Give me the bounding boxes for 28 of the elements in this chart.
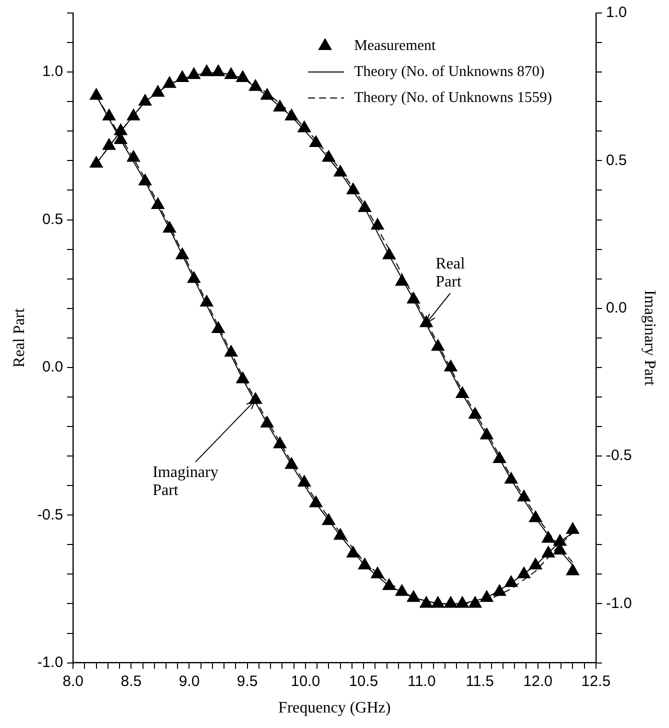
- y2-tick-label: 1.0: [606, 4, 627, 22]
- annotation: Imaginary Part: [152, 464, 218, 500]
- annotation: Real Part: [436, 255, 466, 290]
- y-tick-label: -0.5: [37, 506, 64, 524]
- y-tick-label: -1.0: [37, 654, 64, 671]
- x-tick-label: 12.0: [523, 672, 552, 690]
- y-tick-label: 1.0: [42, 63, 64, 80]
- y-tick-label: 0.5: [42, 210, 64, 228]
- x-tick-label: 8.0: [62, 672, 84, 690]
- legend-label: Measurement: [354, 38, 437, 54]
- y2-tick-label: -1.0: [606, 594, 632, 612]
- y2-tick-label: 0.0: [606, 300, 627, 317]
- y2-axis-title: Imaginary Part: [641, 290, 658, 386]
- x-tick-label: 12.5: [581, 672, 611, 690]
- x-tick-label: 8.5: [120, 672, 142, 690]
- x-tick-label: 9.0: [178, 672, 200, 690]
- y2-tick-label: -0.5: [606, 447, 632, 464]
- x-tick-label: 11.0: [408, 672, 436, 690]
- x-tick-label: 10.5: [348, 672, 378, 690]
- x-axis-title: Frequency (GHz): [278, 700, 391, 717]
- y-axis-title: Real Part: [10, 308, 28, 368]
- legend-label: Theory (No. of Unknowns 1559): [354, 90, 552, 106]
- x-tick-label: 11.5: [466, 672, 494, 690]
- y2-tick-label: 0.5: [606, 152, 627, 169]
- y-tick-label: 0.0: [42, 358, 64, 376]
- x-tick-label: 10.0: [290, 672, 320, 690]
- legend-label: Theory (No. of Unknowns 870): [354, 64, 544, 80]
- x-tick-label: 9.5: [236, 672, 258, 690]
